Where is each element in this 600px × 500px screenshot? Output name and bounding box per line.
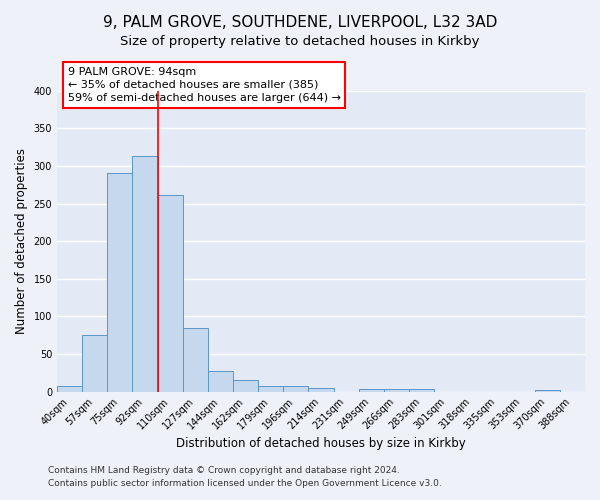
Text: Contains HM Land Registry data © Crown copyright and database right 2024.
Contai: Contains HM Land Registry data © Crown c… <box>48 466 442 487</box>
Bar <box>183 328 208 392</box>
Bar <box>133 156 158 392</box>
Bar <box>233 380 258 392</box>
Bar <box>82 336 107 392</box>
Bar <box>384 388 409 392</box>
Bar <box>535 390 560 392</box>
X-axis label: Distribution of detached houses by size in Kirkby: Distribution of detached houses by size … <box>176 437 466 450</box>
Bar <box>308 388 334 392</box>
Text: 9 PALM GROVE: 94sqm
← 35% of detached houses are smaller (385)
59% of semi-detac: 9 PALM GROVE: 94sqm ← 35% of detached ho… <box>68 66 341 103</box>
Bar <box>208 372 233 392</box>
Text: 9, PALM GROVE, SOUTHDENE, LIVERPOOL, L32 3AD: 9, PALM GROVE, SOUTHDENE, LIVERPOOL, L32… <box>103 15 497 30</box>
Y-axis label: Number of detached properties: Number of detached properties <box>15 148 28 334</box>
Bar <box>57 386 82 392</box>
Bar <box>409 390 434 392</box>
Bar <box>107 173 133 392</box>
Bar <box>158 194 183 392</box>
Bar <box>258 386 283 392</box>
Bar <box>359 388 384 392</box>
Bar <box>283 386 308 392</box>
Text: Size of property relative to detached houses in Kirkby: Size of property relative to detached ho… <box>120 35 480 48</box>
